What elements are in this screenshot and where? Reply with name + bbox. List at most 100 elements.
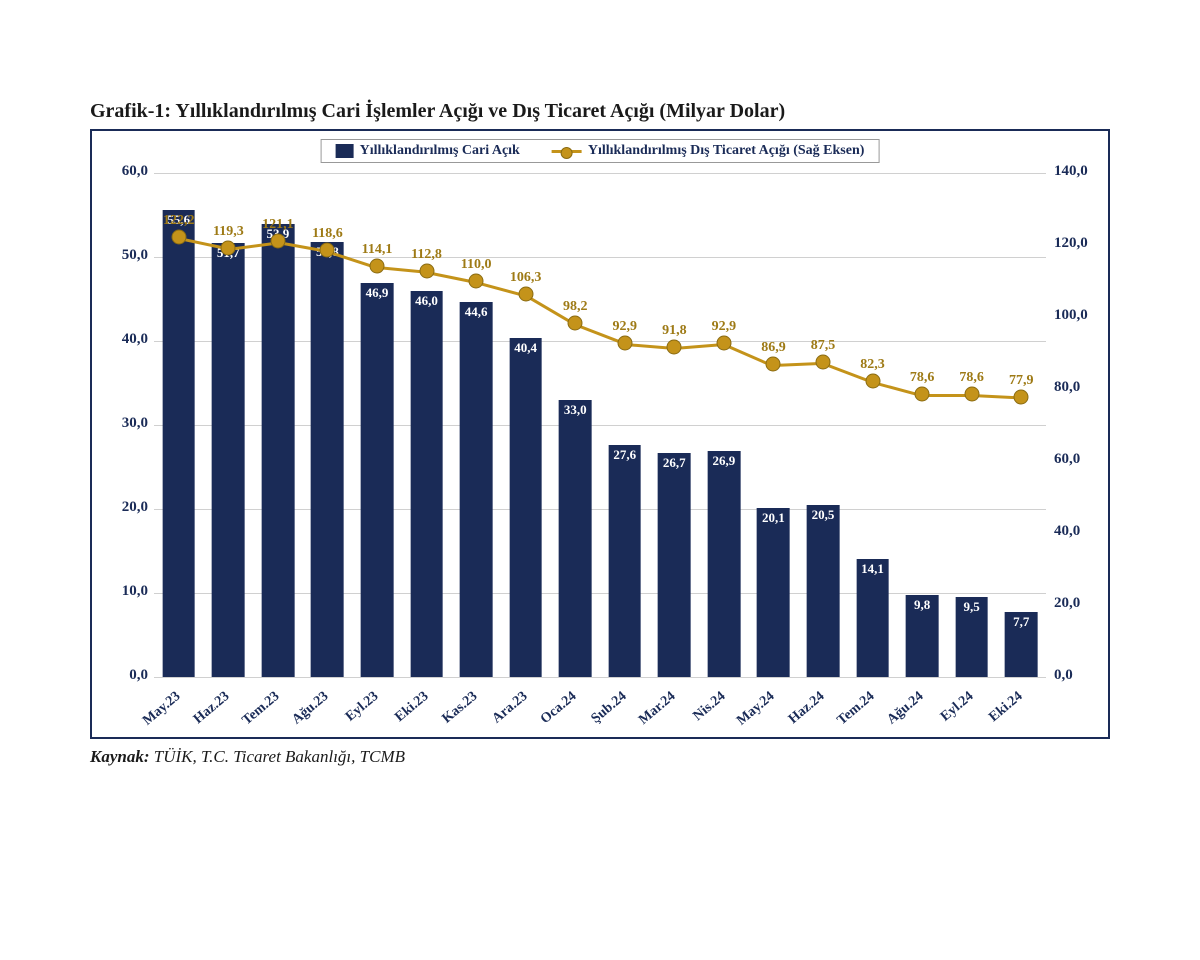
bar: 9,8 (906, 595, 939, 677)
bar: 33,0 (559, 400, 592, 677)
xtick-label: Eki.23 (375, 689, 431, 740)
bar: 26,9 (708, 451, 741, 677)
bar-slot: 20,1 (749, 173, 799, 677)
line-marker (915, 387, 930, 402)
xtick-label: Eyl.23 (326, 689, 382, 740)
bar: 51,7 (212, 243, 245, 677)
bar-label: 40,4 (514, 340, 537, 356)
page: Grafik-1: Yıllıklandırılmış Cari İşlemle… (0, 0, 1200, 960)
chart-title: Grafik-1: Yıllıklandırılmış Cari İşlemle… (90, 100, 1110, 123)
legend-swatch-line (552, 150, 582, 153)
bar: 40,4 (509, 338, 542, 677)
bar-slot: 7,7 (996, 173, 1046, 677)
bar-label: 33,0 (564, 402, 587, 418)
bar-label: 46,0 (415, 293, 438, 309)
bar: 14,1 (856, 559, 889, 677)
line-marker (320, 243, 335, 258)
line-marker (865, 373, 880, 388)
xtick-label: Ağu.24 (871, 689, 927, 740)
xtick-label: Eki.24 (970, 689, 1026, 740)
legend-item-bar: Yıllıklandırılmış Cari Açık (336, 143, 520, 159)
bar-slot: 53,9 (253, 173, 303, 677)
xtick-label: Tem.24 (821, 689, 877, 740)
line-marker (716, 335, 731, 350)
line-marker (221, 240, 236, 255)
line-label: 82,3 (860, 357, 885, 373)
bar: 46,9 (361, 283, 394, 677)
bar-slot: 20,5 (798, 173, 848, 677)
bar-slot: 33,0 (550, 173, 600, 677)
line-label: 77,9 (1009, 373, 1034, 389)
gridline (154, 677, 1046, 678)
line-label: 92,9 (712, 319, 737, 335)
legend-label-bar: Yıllıklandırılmış Cari Açık (360, 143, 520, 159)
xtick-label: Kas.23 (425, 689, 481, 740)
ytick-right: 100,0 (1054, 307, 1088, 324)
xtick-label: Mar.24 (623, 689, 679, 740)
source: Kaynak: TÜİK, T.C. Ticaret Bakanlığı, TC… (90, 747, 1110, 767)
bar-slot: 9,8 (897, 173, 947, 677)
ytick-right: 40,0 (1054, 523, 1080, 540)
bar-label: 9,5 (964, 599, 980, 615)
bar-label: 26,9 (712, 453, 735, 469)
bar-label: 44,6 (465, 304, 488, 320)
bar: 20,1 (757, 508, 790, 677)
xtick-label: Eyl.24 (921, 689, 977, 740)
ytick-left: 60,0 (100, 163, 148, 180)
legend-swatch-bar (336, 144, 354, 158)
xtick-label: Tem.23 (227, 689, 283, 740)
line-marker (667, 339, 682, 354)
bar: 27,6 (608, 445, 641, 677)
xtick-label: May.24 (722, 689, 778, 740)
ytick-left: 0,0 (100, 667, 148, 684)
bar-label: 14,1 (861, 561, 884, 577)
line-label: 86,9 (761, 340, 786, 356)
ytick-left: 10,0 (100, 583, 148, 600)
line-marker (469, 274, 484, 289)
line-label: 78,6 (959, 370, 984, 386)
legend-item-line: Yıllıklandırılmış Dış Ticaret Açığı (Sağ… (552, 143, 865, 159)
bar-label: 9,8 (914, 597, 930, 613)
ytick-right: 60,0 (1054, 451, 1080, 468)
line-label: 87,5 (811, 338, 836, 354)
xtick-label: Ara.23 (475, 689, 531, 740)
xtick-label: Oca.24 (524, 689, 580, 740)
bar-label: 26,7 (663, 455, 686, 471)
ytick-right: 80,0 (1054, 379, 1080, 396)
ytick-left: 40,0 (100, 331, 148, 348)
ytick-left: 50,0 (100, 247, 148, 264)
legend-label-line: Yıllıklandırılmış Dış Ticaret Açığı (Sağ… (588, 143, 865, 159)
source-text: TÜİK, T.C. Ticaret Bakanlığı, TCMB (154, 747, 405, 766)
chart-frame: Yıllıklandırılmış Cari Açık Yıllıklandır… (90, 129, 1110, 739)
line-marker (419, 263, 434, 278)
xtick-label: Nis.24 (673, 689, 729, 740)
bar-label: 20,5 (812, 507, 835, 523)
line-label: 78,6 (910, 370, 935, 386)
ytick-right: 120,0 (1054, 235, 1088, 252)
bar-slot: 27,6 (600, 173, 650, 677)
ytick-right: 0,0 (1054, 667, 1073, 684)
line-label: 114,1 (362, 242, 393, 258)
line-marker (518, 287, 533, 302)
ytick-left: 20,0 (100, 499, 148, 516)
line-label: 121,1 (262, 217, 294, 233)
bar-slot: 55,6 (154, 173, 204, 677)
line-label: 91,8 (662, 323, 687, 339)
line-marker (568, 316, 583, 331)
line-marker (964, 387, 979, 402)
bar-slot: 26,9 (699, 173, 749, 677)
line-label: 106,3 (510, 270, 542, 286)
xtick-label: Haz.23 (177, 689, 233, 740)
line-marker (270, 234, 285, 249)
ytick-left: 30,0 (100, 415, 148, 432)
bar-slot: 44,6 (451, 173, 501, 677)
bar: 44,6 (460, 302, 493, 677)
bar-slot: 40,4 (501, 173, 551, 677)
bar-slot: 9,5 (947, 173, 997, 677)
line-label: 110,0 (461, 257, 492, 273)
bar: 20,5 (807, 505, 840, 677)
ytick-right: 20,0 (1054, 595, 1080, 612)
xtick-label: May.23 (128, 689, 184, 740)
plot-area: 55,651,753,951,846,946,044,640,433,027,6… (154, 173, 1046, 677)
line-marker (1014, 389, 1029, 404)
